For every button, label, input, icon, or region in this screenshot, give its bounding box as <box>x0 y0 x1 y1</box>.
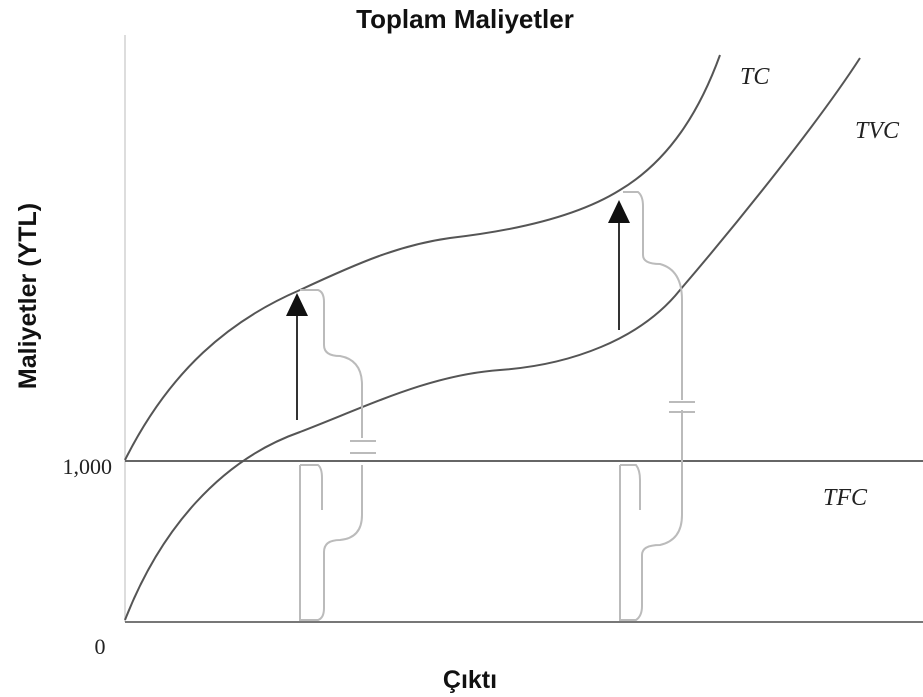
x-axis-label: Çıktı <box>443 666 497 694</box>
y-tick-label: 0 <box>95 634 106 659</box>
brace <box>300 289 363 438</box>
brace <box>619 410 683 621</box>
brace <box>299 464 363 621</box>
arrow-head <box>608 200 630 223</box>
y-axis-label: Maliyetler (YTL) <box>14 203 42 389</box>
curve-label: TVC <box>855 118 900 144</box>
axes <box>124 35 923 623</box>
arrows <box>286 200 630 420</box>
curve-label: TC <box>740 64 770 90</box>
title: Toplam Maliyetler <box>356 4 574 34</box>
tvc-curve <box>124 57 861 621</box>
y-tick-label: 1,000 <box>63 454 113 479</box>
tc-curve <box>124 54 721 461</box>
curve-label: TFC <box>823 485 868 511</box>
brace <box>623 191 683 400</box>
arrow-head <box>286 293 308 316</box>
braces <box>299 191 695 621</box>
